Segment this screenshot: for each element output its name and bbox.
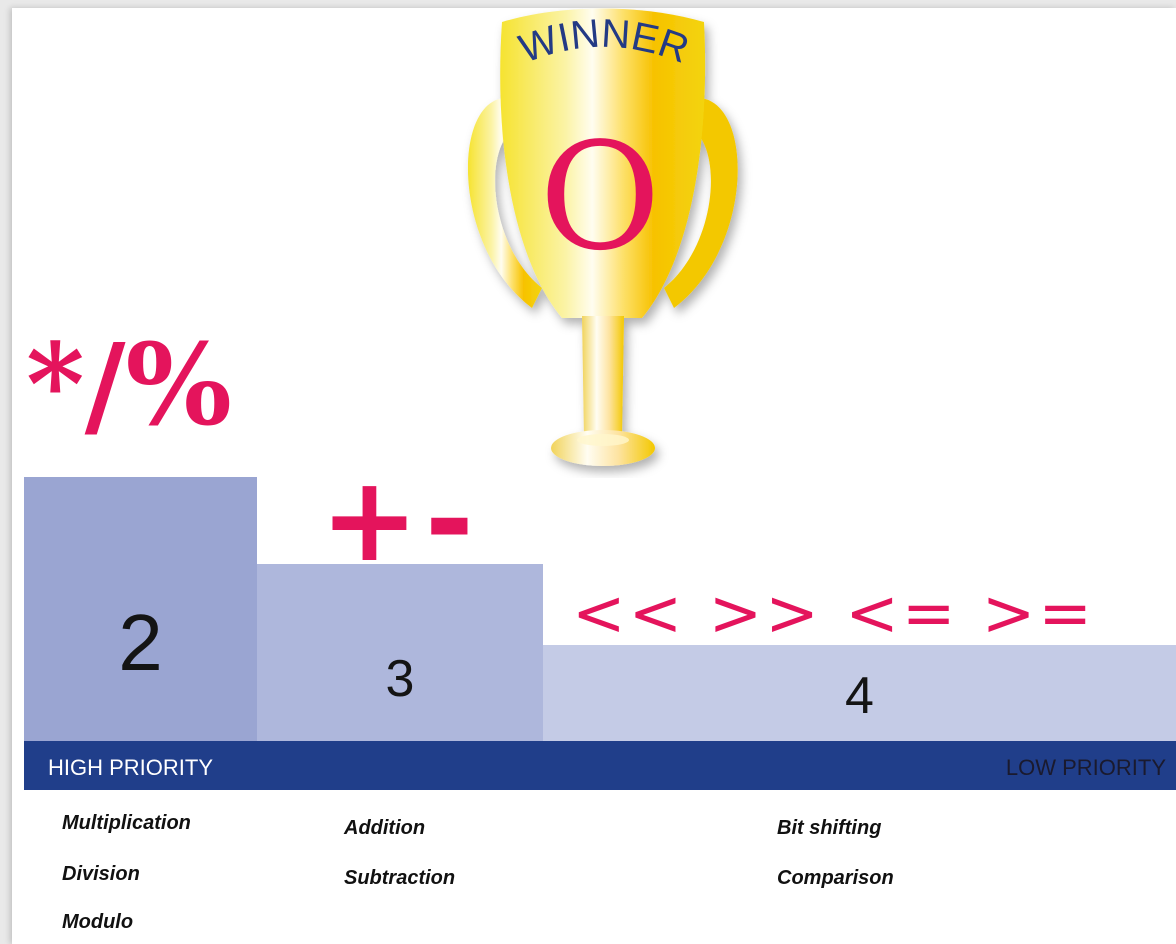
desc-modulo: Modulo — [62, 911, 134, 933]
operator-additive: +- — [320, 450, 480, 588]
desc-division: Division — [62, 863, 140, 885]
low-priority-label: LOW PRIORITY — [1005, 755, 1166, 780]
podium-block-level-4: 4 — [543, 645, 1176, 741]
podium-block-level-2: 2 — [24, 477, 257, 741]
podium-level-4-label: 4 — [845, 667, 874, 725]
trophy-symbol: O — [539, 111, 660, 283]
trophy-body — [467, 8, 738, 466]
high-priority-label: HIGH PRIORITY — [48, 755, 214, 780]
diagram-canvas: WINNER O */% +- << >> <= >= 2 3 4 HIGH P… — [12, 8, 1176, 944]
desc-addition: Addition — [344, 817, 426, 839]
priority-bar: HIGH PRIORITY LOW PRIORITY — [24, 741, 1176, 790]
desc-multiplication: Multiplication — [62, 812, 191, 834]
podium-block-level-3: 3 — [257, 564, 543, 741]
operator-shift-compare: << >> <= >= — [572, 577, 1096, 651]
operator-multiplicative: */% — [26, 320, 232, 451]
desc-bit-shifting: Bit shifting — [777, 817, 882, 839]
podium-level-2-label: 2 — [118, 598, 163, 687]
desc-comparison: Comparison — [777, 867, 894, 889]
trophy-icon: WINNER O — [467, 8, 738, 466]
desc-subtraction: Subtraction — [344, 867, 456, 889]
podium-level-3-label: 3 — [385, 649, 415, 708]
